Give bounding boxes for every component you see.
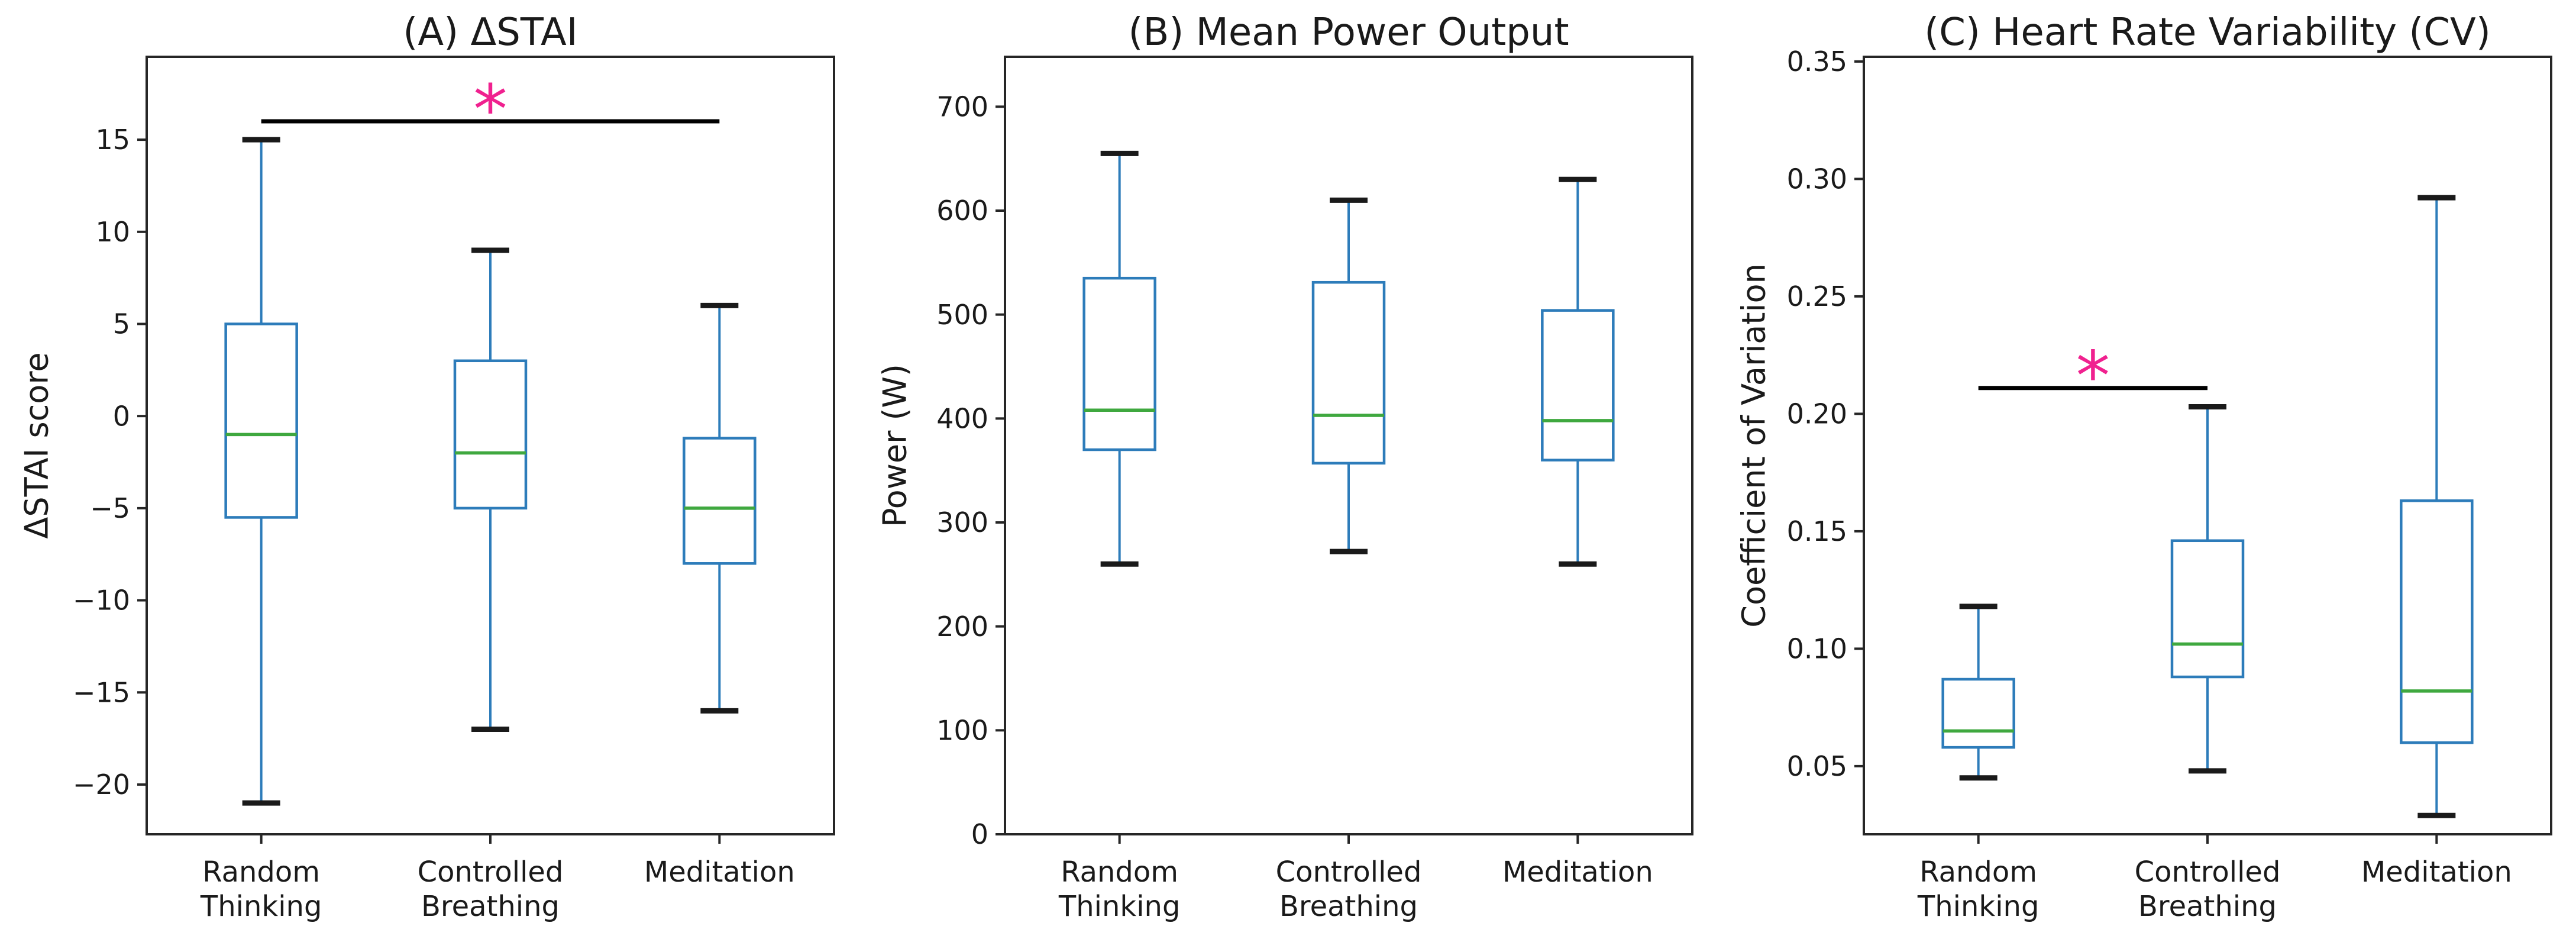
y-tick-label: 600 <box>936 195 988 227</box>
panel-a-delta-stai: (A) ΔSTAI ΔSTAI score 15 10 5 0 −5 −10 −15 −20 R… <box>0 0 859 939</box>
y-tick-label: 5 <box>113 308 130 340</box>
iqr-box <box>2400 499 2474 744</box>
significance-asterisk: * <box>473 70 508 150</box>
panel-c-plot: 0.35 0.30 0.25 0.20 0.15 0.10 0.05 Random Thinki… <box>1787 46 2552 923</box>
panel-b-mean-power-output: (B) Mean Power Output Power (W) 700 600 50… <box>858 0 1717 939</box>
y-tick-label: 500 <box>936 299 988 331</box>
significance-asterisk: * <box>2076 337 2110 417</box>
boxplot-meditation <box>1541 176 1615 567</box>
iqr-box <box>224 322 298 519</box>
panel-b-title: (B) Mean Power Output <box>1128 11 1569 54</box>
panel-a-title: (A) ΔSTAI <box>403 11 578 54</box>
boxplot-meditation <box>683 302 757 714</box>
significance-annotation: * <box>1978 337 2207 417</box>
boxplot-meditation <box>2400 195 2474 818</box>
y-tick-label: 100 <box>936 714 988 746</box>
panel-b-plot: 700 600 500 400 300 200 100 0 Random Thinking Cont… <box>936 56 1693 923</box>
y-tick-label: 0.25 <box>1787 280 1847 312</box>
boxplot-random-thinking <box>1941 604 2015 781</box>
significance-annotation: * <box>261 70 720 150</box>
iqr-box <box>683 437 757 565</box>
iqr-box <box>1941 677 2015 749</box>
y-tick-label: 200 <box>936 611 988 643</box>
y-tick-label: 10 <box>95 216 130 248</box>
y-tick-label: 400 <box>936 402 988 434</box>
x-tick-label-meditation: Meditation <box>2361 856 2512 889</box>
boxplot-controlled-breathing <box>1311 197 1386 554</box>
x-tick-label-meditation: Meditation <box>1502 856 1653 889</box>
y-tick-label: 0 <box>971 818 988 850</box>
y-tick-label: 0.15 <box>1787 515 1847 547</box>
iqr-box <box>1541 309 1615 462</box>
y-tick-label: 300 <box>936 506 988 538</box>
y-tick-label: 700 <box>936 91 988 122</box>
iqr-box <box>2170 539 2245 679</box>
y-tick-label: 0.20 <box>1787 398 1847 430</box>
x-tick-label-random-thinking: Random Thinking <box>1917 856 2040 923</box>
y-tick-label: −20 <box>73 769 130 801</box>
boxplot-random-thinking <box>1082 150 1156 567</box>
x-tick-label-controlled-breathing: Controlled Breathing <box>2135 856 2281 923</box>
x-tick-label-random-thinking: Random Thinking <box>200 856 322 923</box>
y-tick-label: −5 <box>90 492 130 524</box>
y-tick-label: −15 <box>73 676 130 708</box>
x-tick-label-random-thinking: Random Thinking <box>1058 856 1181 923</box>
panel-c-title: (C) Heart Rate Variability (CV) <box>1924 11 2491 54</box>
x-tick-label-controlled-breathing: Controlled Breathing <box>418 856 564 923</box>
iqr-box <box>453 359 528 510</box>
iqr-box <box>1311 280 1386 465</box>
boxplot-controlled-breathing <box>453 247 528 733</box>
boxplot-random-thinking <box>224 137 298 806</box>
y-tick-label: 0.30 <box>1787 163 1847 195</box>
y-tick-label: −10 <box>73 585 130 617</box>
x-tick-label-controlled-breathing: Controlled Breathing <box>1276 856 1422 923</box>
y-tick-label: 0 <box>113 400 130 432</box>
y-tick-label: 0.10 <box>1787 633 1847 664</box>
y-tick-label: 0.35 <box>1787 46 1847 78</box>
panel-c-heart-rate-variability: (C) Heart Rate Variability (CV) Coeffici… <box>1717 0 2576 939</box>
y-tick-label: 15 <box>95 124 130 156</box>
boxplot-controlled-breathing <box>2170 404 2245 774</box>
y-tick-label: 0.05 <box>1787 750 1847 782</box>
iqr-box <box>1082 276 1156 451</box>
panel-a-plot: 15 10 5 0 −5 −10 −15 −20 Random Thinking Controlle… <box>73 56 835 923</box>
x-tick-label-meditation: Meditation <box>644 856 795 889</box>
